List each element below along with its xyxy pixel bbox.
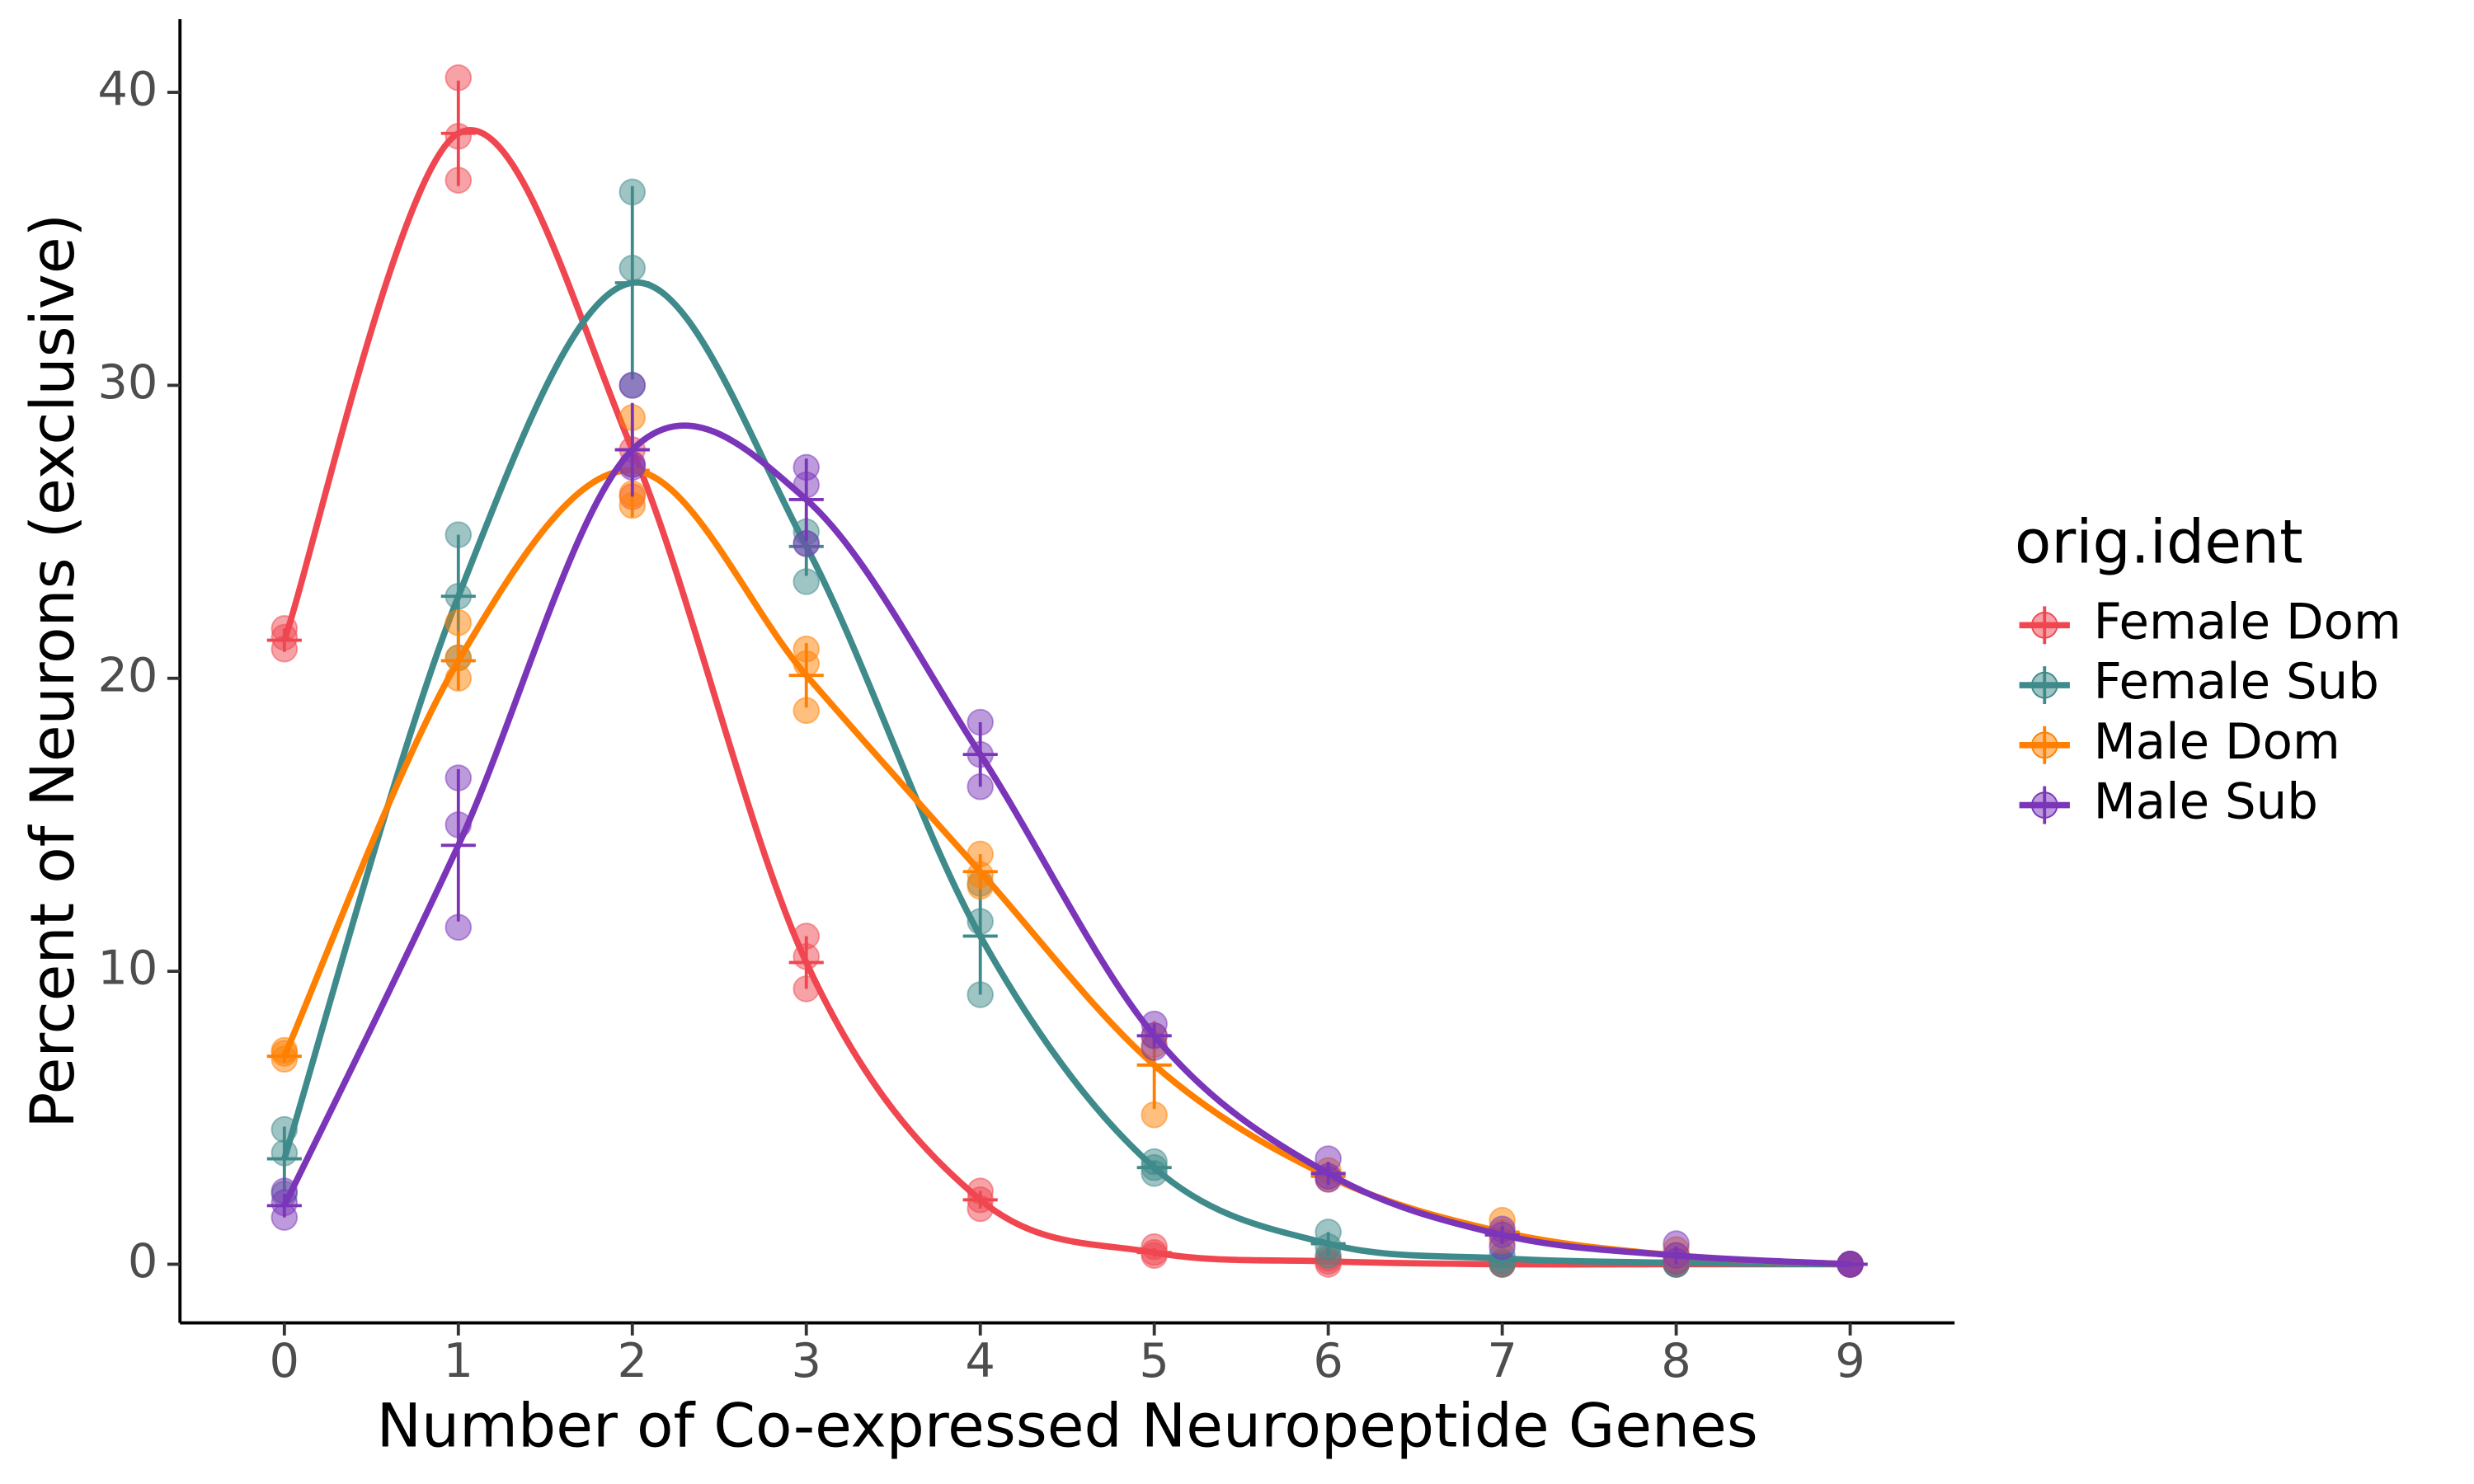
x-tick-label: 0 [270, 1333, 300, 1388]
y-tick-label: 30 [97, 355, 158, 410]
y-tick-label: 40 [97, 62, 158, 117]
x-tick-label: 6 [1313, 1333, 1343, 1388]
y-axis-title: Percent of Neurons (exclusive) [18, 214, 88, 1129]
y-tick-label: 0 [128, 1233, 158, 1289]
legend-key-point [2030, 671, 2058, 699]
x-tick-label: 7 [1487, 1333, 1517, 1388]
x-tick-label: 4 [965, 1333, 995, 1388]
x-tick-label: 3 [791, 1333, 821, 1388]
x-tick-label: 2 [617, 1333, 647, 1388]
y-tick-label: 20 [97, 647, 158, 702]
legend-key-point [2030, 791, 2058, 819]
legend-label: Female Sub [2094, 653, 2379, 710]
y-tick-label: 10 [97, 941, 158, 996]
legend-label: Male Sub [2094, 773, 2318, 830]
legend-key-point [2030, 731, 2058, 759]
x-tick-label: 1 [444, 1333, 474, 1388]
x-tick-label: 5 [1139, 1333, 1169, 1388]
legend-key-point [2030, 612, 2058, 639]
x-axis-title: Number of Co-expressed Neuropeptide Gene… [377, 1392, 1758, 1462]
x-tick-label: 8 [1661, 1333, 1691, 1388]
legend-title: orig.ident [2015, 508, 2303, 578]
x-tick-label: 9 [1835, 1333, 1865, 1388]
trend-line [281, 127, 1851, 1268]
trend-line [281, 422, 1851, 1268]
data-point [618, 372, 647, 399]
trend-line [281, 467, 1851, 1268]
trend-line [281, 279, 1851, 1268]
legend-label: Female Dom [2094, 593, 2401, 650]
legend-label: Male Dom [2094, 713, 2340, 770]
